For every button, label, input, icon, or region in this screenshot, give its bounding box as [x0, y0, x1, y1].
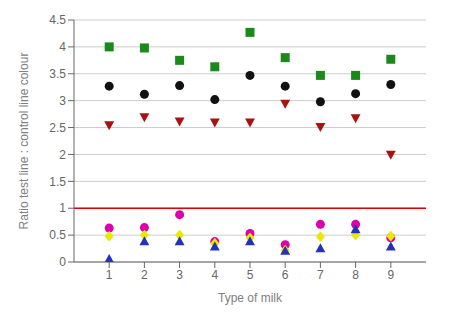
svg-text:7: 7: [317, 268, 324, 282]
svg-text:Ratio test line : control line: Ratio test line : control line colour: [17, 53, 31, 230]
svg-text:2: 2: [141, 268, 148, 282]
svg-text:8: 8: [352, 268, 359, 282]
svg-text:1: 1: [106, 268, 113, 282]
svg-text:2: 2: [59, 148, 66, 162]
svg-text:2.5: 2.5: [49, 121, 66, 135]
svg-text:9: 9: [387, 268, 394, 282]
svg-text:3: 3: [176, 268, 183, 282]
svg-text:0: 0: [59, 255, 66, 269]
svg-text:3: 3: [59, 94, 66, 108]
svg-text:1: 1: [59, 201, 66, 215]
svg-text:5: 5: [247, 268, 254, 282]
svg-text:0.5: 0.5: [49, 228, 66, 242]
svg-text:4.5: 4.5: [49, 13, 66, 27]
svg-text:Type of milk: Type of milk: [218, 291, 283, 305]
svg-text:3.5: 3.5: [49, 67, 66, 81]
svg-text:1.5: 1.5: [49, 175, 66, 189]
svg-text:6: 6: [282, 268, 289, 282]
svg-text:4: 4: [211, 268, 218, 282]
svg-text:4: 4: [59, 40, 66, 54]
